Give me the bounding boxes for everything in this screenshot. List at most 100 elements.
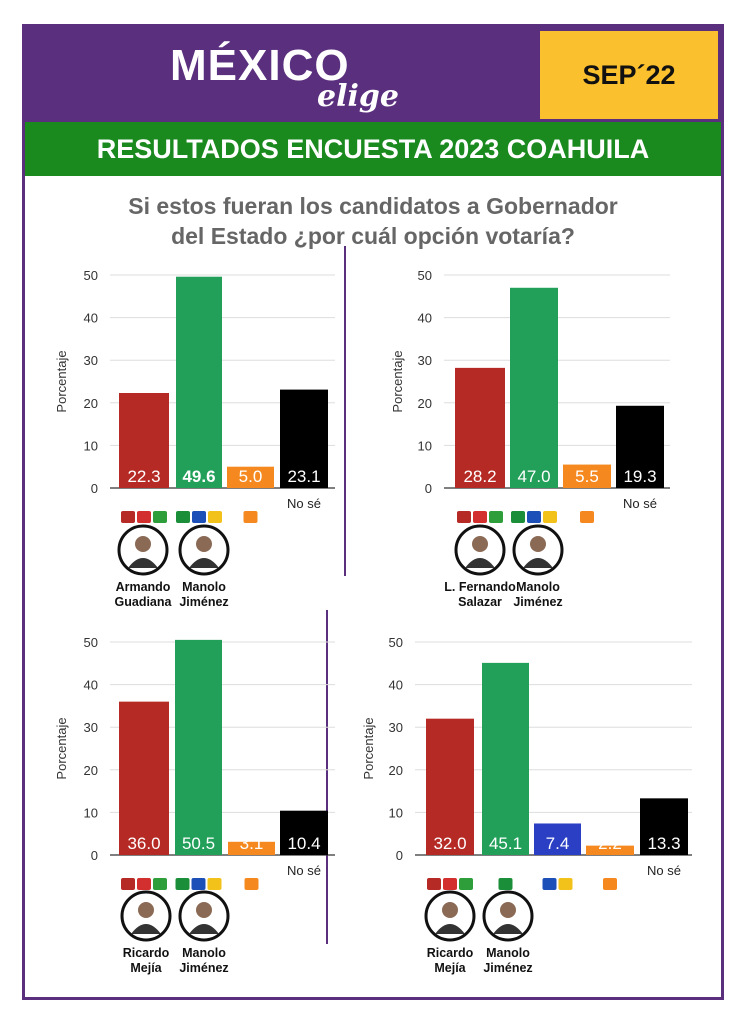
party-logo-icon: [542, 878, 557, 890]
party-logo-icon: [207, 878, 222, 890]
y-tick-label: 30: [418, 353, 432, 368]
bar: [455, 367, 505, 488]
data-label: 7.4: [546, 834, 570, 853]
bar: [119, 393, 169, 488]
bar: [534, 823, 581, 855]
party-logo-icon: [558, 878, 573, 890]
category-label-no-se: No sé: [287, 496, 321, 511]
bar: [563, 464, 611, 488]
avatar-head-icon: [442, 902, 458, 918]
y-tick-label: 10: [84, 805, 98, 820]
bar: [280, 810, 328, 855]
date-badge: SEP´22: [540, 31, 718, 119]
survey-title: RESULTADOS ENCUESTA 2023 COAHUILA: [25, 122, 721, 176]
y-tick-label: 30: [84, 720, 98, 735]
y-tick-label: 0: [91, 481, 98, 496]
y-tick-label: 0: [425, 481, 432, 496]
avatar-body-icon: [523, 558, 553, 568]
chart-panel-1: 0 10 20 30 40 50 Porcentaje 22.3 49.6 5.0 23.1 No s…: [54, 268, 335, 609]
candidate-name-line-2: Jiménez: [179, 595, 228, 609]
bar: [119, 701, 169, 855]
candidate-name-line-1: Manolo: [182, 580, 226, 594]
y-tick-label: 40: [389, 678, 403, 693]
bar: [228, 841, 275, 855]
candidate-name-line-1: L. Fernando: [444, 580, 516, 594]
party-logo-icon: [443, 878, 457, 890]
panel-divider-bottom: [326, 610, 328, 944]
avatar-body-icon: [189, 924, 219, 934]
data-label: 5.5: [575, 467, 599, 486]
party-logo-icon: [176, 511, 190, 523]
candidate-name-line-2: Guadiana: [115, 595, 173, 609]
bar: [227, 466, 274, 488]
data-label: 19.3: [623, 467, 656, 486]
candidate-name-line-2: Jiménez: [483, 961, 532, 975]
category-label-no-se: No sé: [287, 863, 321, 878]
data-label: 45.1: [489, 834, 522, 853]
y-tick-label: 30: [84, 353, 98, 368]
data-label: 10.4: [287, 834, 320, 853]
party-logo-icon: [543, 511, 557, 523]
avatar-body-icon: [493, 924, 523, 934]
y-tick-label: 20: [418, 396, 432, 411]
y-tick-label: 40: [84, 311, 98, 326]
candidate-name-line-1: Ricardo: [427, 946, 474, 960]
party-logo-icon: [580, 511, 594, 523]
data-label: 2.2: [598, 834, 622, 853]
y-tick-label: 0: [396, 848, 403, 863]
party-logo-icon: [489, 511, 503, 523]
data-label: 49.6: [182, 467, 215, 486]
candidate-name-line-1: Manolo: [182, 946, 226, 960]
candidate-name-line-2: Salazar: [458, 595, 502, 609]
party-logo-icon: [137, 878, 151, 890]
bar: [175, 639, 222, 855]
y-tick-label: 0: [91, 848, 98, 863]
category-label-no-se: No sé: [623, 496, 657, 511]
candidate-name-line-1: Manolo: [486, 946, 530, 960]
y-tick-label: 10: [389, 805, 403, 820]
y-tick-label: 50: [389, 635, 403, 650]
bar: [640, 798, 688, 855]
candidate-name-line-1: Armando: [116, 580, 171, 594]
avatar-head-icon: [500, 902, 516, 918]
party-logo-icon: [175, 878, 190, 890]
avatar-head-icon: [196, 536, 212, 552]
logo-elige: elige: [317, 79, 399, 114]
chart-panel-3: 0 10 20 30 40 50 Porcentaje 36.0 50.5 3.1 10.4 No s…: [54, 635, 335, 975]
party-logo-icon: [191, 878, 206, 890]
party-logo-icon: [457, 511, 471, 523]
candidate-name-line-2: Mejía: [130, 961, 162, 975]
party-logo-icon: [603, 878, 617, 890]
y-tick-label: 10: [84, 438, 98, 453]
y-tick-label: 20: [84, 763, 98, 778]
bar: [510, 287, 558, 488]
avatar-body-icon: [465, 558, 495, 568]
y-tick-label: 50: [84, 268, 98, 283]
avatar-body-icon: [189, 558, 219, 568]
party-logo-icon: [459, 878, 473, 890]
party-logo-icon: [121, 511, 135, 523]
party-logo-icon: [121, 878, 135, 890]
bar: [426, 718, 474, 855]
party-logo-icon: [192, 511, 206, 523]
y-tick-label: 50: [84, 635, 98, 650]
party-logo-icon: [473, 511, 487, 523]
party-logo-icon: [511, 511, 525, 523]
y-axis-label: Porcentaje: [361, 717, 376, 779]
data-label: 47.0: [517, 467, 550, 486]
y-tick-label: 30: [389, 720, 403, 735]
y-tick-label: 40: [418, 311, 432, 326]
party-logo-icon: [243, 511, 258, 523]
avatar-body-icon: [131, 924, 161, 934]
party-logo-icon: [153, 878, 167, 890]
chart-panel-2: 0 10 20 30 40 50 Porcentaje 28.2 47.0 5.5 19.3 No s…: [390, 268, 670, 609]
y-tick-label: 20: [389, 763, 403, 778]
category-label-no-se: No sé: [647, 863, 681, 878]
candidate-name-line-1: Manolo: [516, 580, 560, 594]
data-label: 23.1: [287, 467, 320, 486]
avatar-head-icon: [138, 902, 154, 918]
party-logo-icon: [137, 511, 151, 523]
bar: [616, 405, 664, 488]
y-axis-label: Porcentaje: [54, 717, 69, 779]
